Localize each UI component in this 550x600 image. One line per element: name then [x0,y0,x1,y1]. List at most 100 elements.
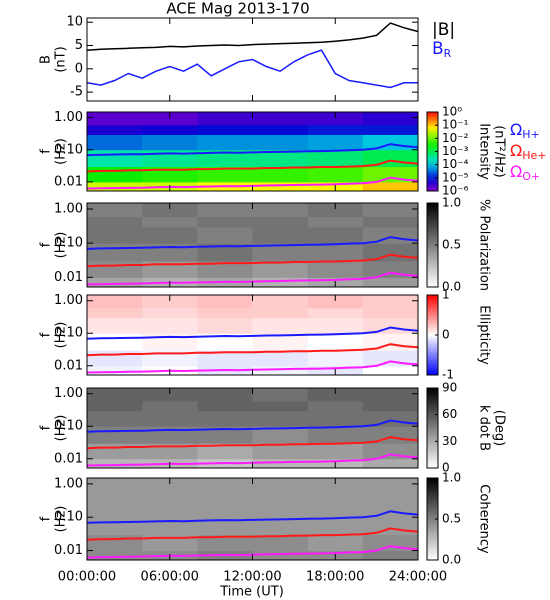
y-tick-label: 1.00 [54,110,83,125]
heatmap-cell [142,226,198,244]
y-axis-label: f [39,242,54,247]
heatmap-cell [87,501,143,518]
heatmap-cell [362,134,419,151]
y-tick-label: 0.01 [54,543,83,558]
heatmap-cell [197,388,253,402]
heatmap-cell [197,261,253,278]
chart-title: ACE Mag 2013-170 [166,0,309,18]
x-tick-label: 00:00:00 [58,570,116,585]
colorbar-label: Coherency [477,484,492,554]
heatmap-cell [197,295,253,309]
heatmap-cell [87,149,143,168]
heatmap-cell [87,534,143,552]
legend-label: ΩHe+ [510,141,547,163]
colorbar-label: (nT²/Hz) [492,125,507,178]
heatmap-cell [142,400,198,412]
y-tick-label: 1.00 [54,293,83,308]
series-line [86,143,419,157]
colorbar-tick-label: 90 [442,381,457,395]
heatmap-cell [87,491,143,502]
colorbar-tick-label: 10⁻⁴ [442,157,469,171]
heatmap-cell [307,166,364,183]
heatmap-cell [362,501,419,518]
heatmap-cell [87,216,143,228]
heatmap-cell [87,226,143,244]
heatmap-cell [197,333,253,351]
heatmap-cell [87,112,143,126]
series-line [86,159,419,173]
heatmap-cell [142,501,198,518]
heatmap-cell [252,295,309,309]
legend-label: BR [432,39,452,60]
heatmap-cell [307,534,364,552]
colorbar [427,112,438,191]
heatmap-cell [87,203,143,218]
colorbar-label: % Polarization [477,199,492,291]
heatmap-cell [307,112,364,126]
heatmap-cell [252,365,309,376]
heatmap-cell [307,410,364,427]
colorbar-label: (Deg) [492,410,507,446]
heatmap-cell [142,388,198,402]
heatmap-cell [252,181,309,192]
y-tick-label: 0.10 [54,142,83,157]
heatmap-cell [252,134,309,151]
heatmap-cell [362,277,419,288]
heatmap-cell [252,317,309,334]
heatmap-cell [142,478,198,492]
heatmap-cell [252,458,309,469]
heatmap-cell [307,134,364,151]
heatmap-cell [307,400,364,412]
heatmap-cell [142,149,198,168]
y-tick-label: 0.10 [54,419,83,434]
y-tick-label: 0.01 [54,451,83,466]
heatmap-cell [142,203,198,218]
heatmap-cell [307,443,364,460]
colorbar-label: Intensity [477,123,492,180]
y-axis-label: (Hz) [54,506,69,533]
heatmap-cell [252,400,309,412]
heatmap-cell [142,243,198,262]
colorbar [427,203,438,287]
heatmap-cell [197,112,253,126]
heatmap-cell [197,166,253,183]
series-line [86,253,419,268]
heatmap-cell [197,410,253,427]
y-tick-label: 10 [66,15,83,30]
heatmap-cell [142,317,198,334]
heatmap-cell [307,226,364,244]
heatmap-cell [142,491,198,502]
heatmap-cell [307,491,364,502]
y-axis-label: (nT) [54,46,69,72]
heatmap-cell [362,491,419,502]
heatmap-cell [87,295,143,309]
heatmap-cell [87,166,143,183]
heatmap-cell [197,317,253,334]
heatmap-cell [362,458,419,469]
heatmap-cell [197,216,253,228]
heatmap-cell [362,388,419,402]
heatmap-cell [142,333,198,351]
y-tick-label: 0.10 [54,236,83,251]
heatmap-cell [197,124,253,135]
heatmap-cell [252,112,309,126]
heatmap-cell [252,261,309,278]
legend-label: |B| [432,20,455,40]
series-line [86,236,419,250]
heatmap-cell [307,478,364,492]
heatmap-cell [252,124,309,135]
colorbar-tick-label: -1 [442,368,454,382]
heatmap-cell [87,317,143,334]
y-tick-label: 1.00 [54,202,83,217]
legend-label: ΩH+ [510,120,540,142]
colorbar [427,388,438,468]
heatmap-cell [87,426,143,444]
heatmap-cell [362,166,419,183]
heatmap-cell [87,333,143,351]
heatmap-cell [197,307,253,319]
heatmap-cell [362,181,419,192]
series-line [86,22,419,51]
heatmap-cell [362,400,419,412]
heatmap-cell [362,261,419,278]
heatmap-cell [197,517,253,536]
